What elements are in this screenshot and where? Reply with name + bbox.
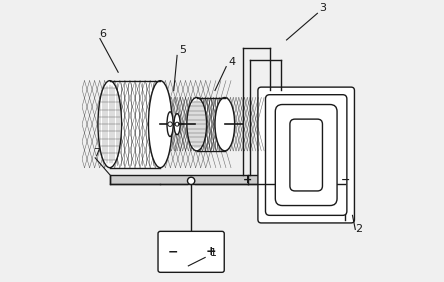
Ellipse shape	[174, 114, 180, 135]
Text: 5: 5	[179, 45, 186, 56]
Text: 6: 6	[99, 28, 106, 39]
Text: −: −	[168, 245, 178, 258]
Text: 2: 2	[355, 224, 362, 234]
Text: −: −	[341, 175, 350, 185]
Text: 4: 4	[229, 57, 236, 67]
Text: 1: 1	[210, 248, 216, 258]
FancyBboxPatch shape	[258, 87, 354, 223]
Ellipse shape	[148, 81, 172, 168]
Text: 3: 3	[320, 3, 327, 13]
Circle shape	[187, 177, 195, 184]
FancyBboxPatch shape	[266, 95, 347, 215]
Ellipse shape	[215, 98, 234, 151]
Circle shape	[175, 122, 179, 126]
FancyBboxPatch shape	[290, 119, 322, 191]
FancyBboxPatch shape	[158, 231, 224, 272]
Text: +: +	[206, 245, 216, 258]
Ellipse shape	[187, 98, 206, 151]
Bar	[110, 175, 295, 184]
Ellipse shape	[98, 81, 122, 168]
FancyBboxPatch shape	[275, 105, 337, 206]
Bar	[110, 81, 160, 168]
Circle shape	[168, 122, 172, 126]
Text: 7: 7	[94, 147, 101, 158]
Text: +: +	[243, 175, 253, 185]
Ellipse shape	[167, 112, 173, 136]
Bar	[197, 98, 225, 151]
